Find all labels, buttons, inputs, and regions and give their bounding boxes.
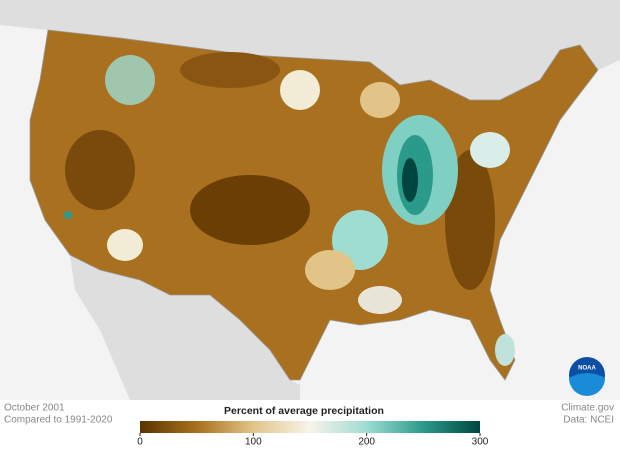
source: Climate.gov [561, 403, 614, 414]
logo-wave [569, 373, 605, 396]
tick-label: 300 [472, 437, 489, 448]
precipitation-map [29, 29, 599, 381]
data-credit: Data: NCEI [563, 415, 614, 426]
legend-title: Percent of average precipitation [224, 405, 384, 417]
tick-label: 100 [245, 437, 262, 448]
tick-label: 200 [358, 437, 375, 448]
baseline: Compared to 1991-2020 [4, 415, 113, 426]
tick-label: 0 [137, 437, 143, 448]
colorbar [140, 421, 480, 433]
noaa-logo: NOAA [569, 357, 605, 396]
mexico [70, 255, 300, 400]
date: October 2001 [4, 403, 65, 414]
logo-text: NOAA [578, 366, 596, 372]
canada [0, 0, 620, 100]
